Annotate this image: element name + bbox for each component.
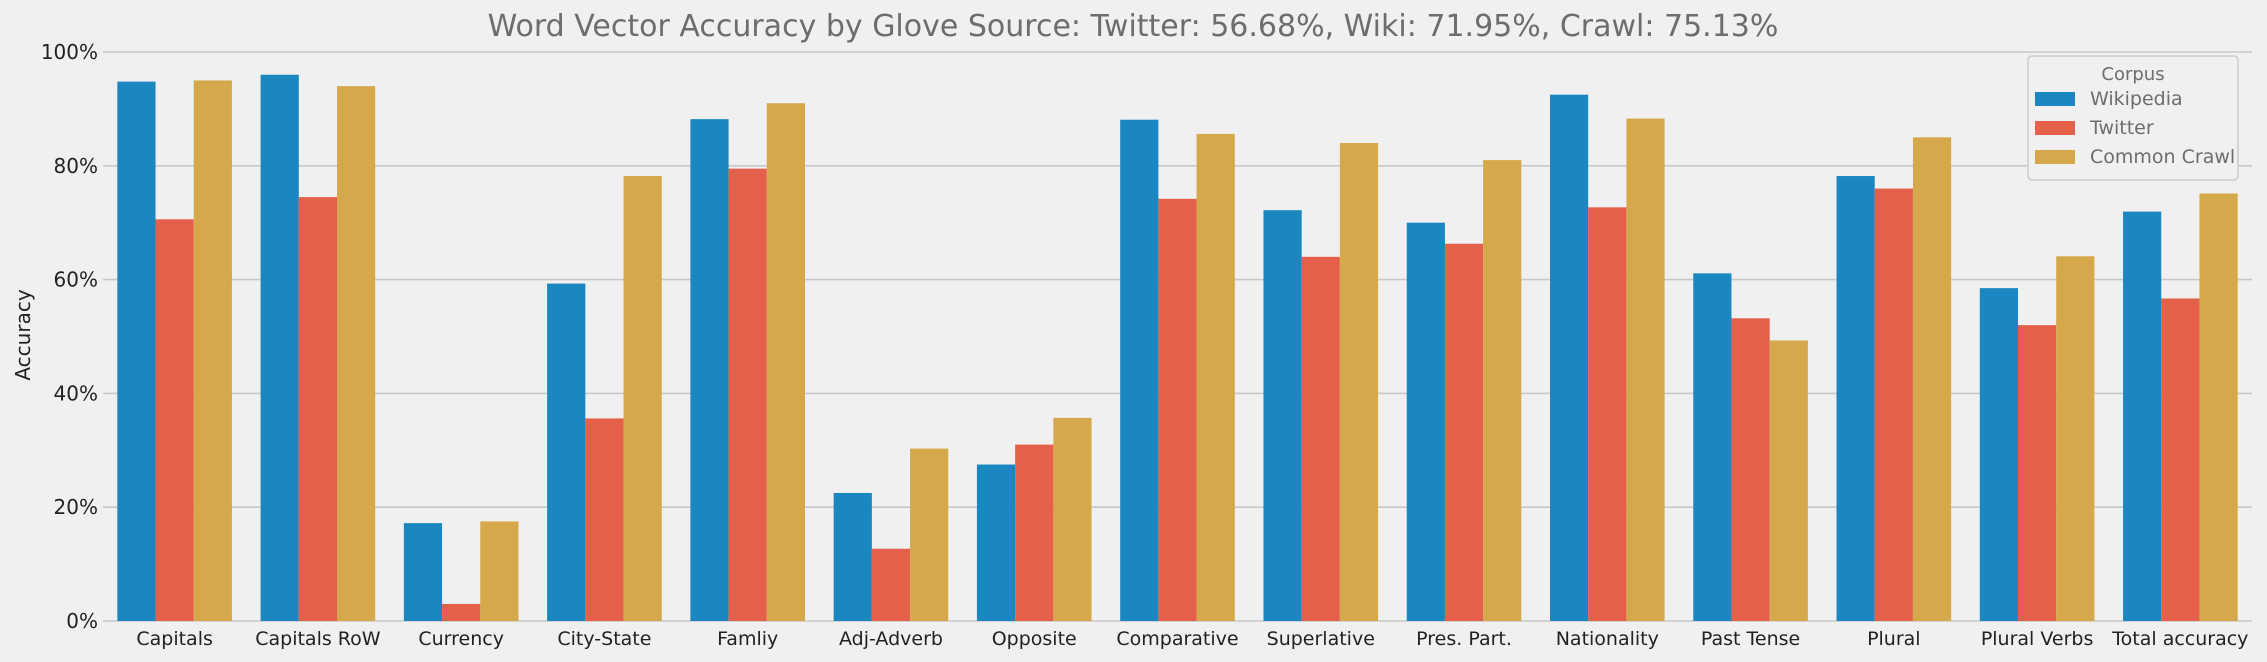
- bar-twitter: [2017, 325, 2057, 621]
- bar-common-crawl: [910, 448, 949, 621]
- bar-common-crawl: [337, 86, 376, 621]
- x-tick-label: Opposite: [992, 628, 1077, 650]
- bar-common-crawl: [193, 80, 232, 621]
- legend-items: Wikipedia Twitter Common Crawl: [2035, 88, 2235, 168]
- x-tick-label: Plural: [1867, 628, 1921, 650]
- y-tick-label: 60%: [54, 268, 98, 292]
- x-tick-label: Capitals RoW: [255, 628, 381, 650]
- bar-wikipedia: [260, 74, 299, 621]
- bar-common-crawl: [1769, 340, 1808, 621]
- chart-title: Word Vector Accuracy by Glove Source: Tw…: [488, 9, 1779, 44]
- legend: Corpus Wikipedia Twitter Common Crawl: [2027, 55, 2239, 181]
- x-tick-label: Adj-Adverb: [839, 628, 943, 650]
- bar-wikipedia: [833, 492, 872, 621]
- bar-twitter: [1874, 188, 1913, 621]
- bar-wikipedia: [1406, 222, 1445, 621]
- legend-label: Twitter: [2089, 117, 2154, 139]
- y-tick-label: 0%: [66, 609, 98, 633]
- bar-wikipedia: [2123, 211, 2162, 622]
- x-tick-label: Past Tense: [1701, 628, 1800, 650]
- bar-common-crawl: [2199, 193, 2238, 621]
- bar-wikipedia: [403, 523, 443, 621]
- legend-swatch: [2035, 150, 2075, 164]
- bar-common-crawl: [1053, 417, 1092, 621]
- bar-wikipedia: [1693, 273, 1732, 621]
- bar-twitter: [442, 603, 481, 621]
- axes: 0% 20% 40% 60% 80% 100% Capitals Capitals RoW Cu…: [41, 40, 2249, 650]
- bar-twitter: [2161, 298, 2200, 621]
- bar-common-crawl: [480, 521, 519, 621]
- y-tick-label: 100%: [41, 40, 98, 64]
- bar-twitter: [1015, 444, 1054, 621]
- bar-twitter: [871, 548, 911, 621]
- y-tick-label: 40%: [54, 381, 98, 405]
- legend-label: Wikipedia: [2090, 88, 2183, 110]
- bar-wikipedia: [1979, 288, 2018, 621]
- x-tick-label: Total accuracy: [2111, 628, 2248, 650]
- x-tick-label: Nationality: [1556, 628, 1659, 650]
- legend-title: Corpus: [2101, 64, 2164, 85]
- bars: [117, 74, 2238, 622]
- bar-common-crawl: [1912, 137, 1952, 621]
- bar-common-crawl: [766, 103, 806, 621]
- bar-common-crawl: [623, 176, 662, 622]
- bar-twitter: [728, 168, 767, 621]
- y-tick-label: 20%: [54, 495, 98, 519]
- bar-wikipedia: [1549, 94, 1589, 622]
- legend-label: Common Crawl: [2090, 146, 2235, 168]
- bar-twitter: [1588, 207, 1627, 621]
- bar-wikipedia: [976, 464, 1016, 621]
- bar-twitter: [1731, 318, 1770, 621]
- x-tick-label: City-State: [557, 628, 651, 650]
- x-tick-label: Comparative: [1116, 628, 1238, 650]
- y-axis-label: Accuracy: [11, 289, 35, 380]
- x-tick-label: Pres. Part.: [1416, 628, 1512, 650]
- bar-common-crawl: [1626, 118, 1665, 621]
- x-tick-label: Plural Verbs: [1981, 628, 2094, 650]
- x-tick-label: Currency: [418, 628, 504, 650]
- bar-twitter: [1444, 243, 1484, 622]
- bar-common-crawl: [1196, 133, 1235, 621]
- legend-swatch: [2035, 92, 2075, 106]
- bar-wikipedia: [1836, 176, 1875, 622]
- bar-wikipedia: [1120, 119, 1159, 621]
- y-tick-label: 80%: [54, 154, 98, 178]
- bar-wikipedia: [547, 283, 586, 621]
- bar-twitter: [155, 219, 194, 621]
- bar-twitter: [1158, 198, 1197, 621]
- bar-twitter: [1301, 256, 1340, 621]
- bar-twitter: [298, 197, 338, 621]
- bar-wikipedia: [1263, 210, 1302, 621]
- bar-twitter: [585, 418, 624, 621]
- legend-swatch: [2035, 121, 2075, 135]
- bar-common-crawl: [2056, 256, 2095, 621]
- x-tick-label: Famliy: [717, 628, 778, 650]
- legend-frame: [2027, 55, 2239, 181]
- x-tick-label: Superlative: [1267, 628, 1375, 650]
- bar-common-crawl: [1339, 143, 1379, 622]
- x-tick-label: Capitals: [136, 628, 213, 650]
- bar-wikipedia: [690, 119, 729, 621]
- bar-common-crawl: [1483, 160, 1522, 622]
- bar-wikipedia: [117, 81, 156, 621]
